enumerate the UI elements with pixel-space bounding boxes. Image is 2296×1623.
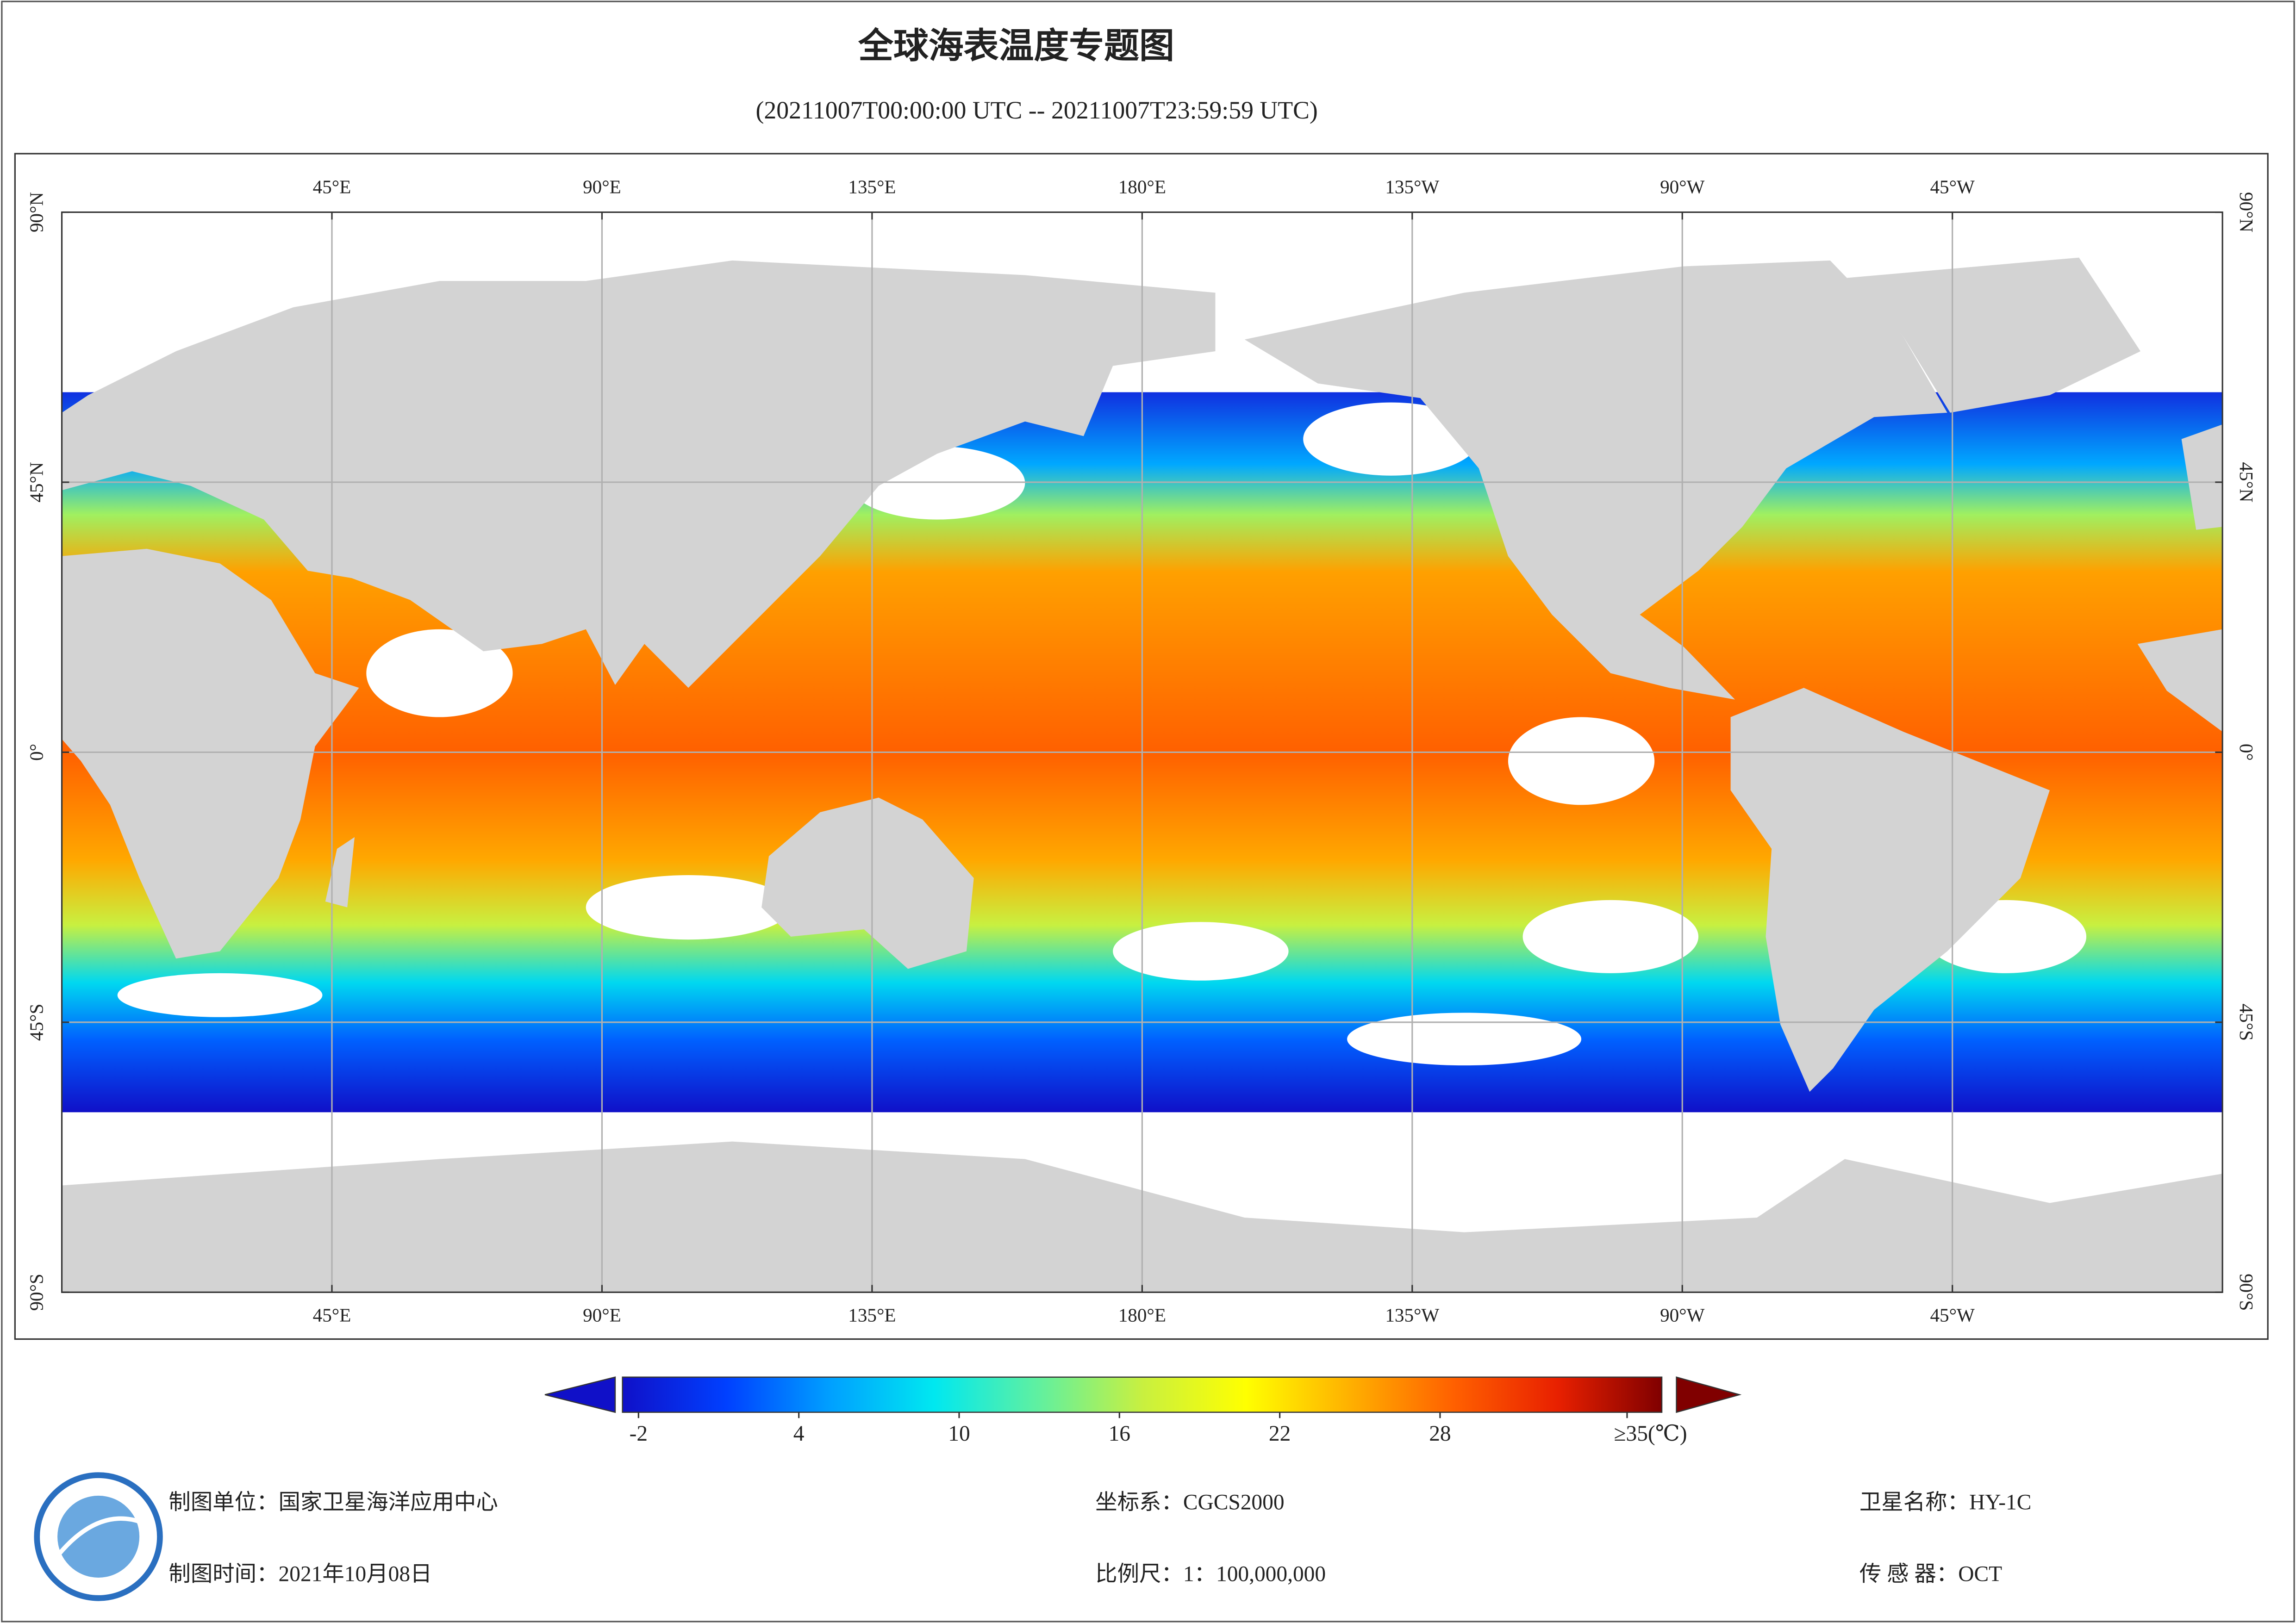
lon-label: 45°E xyxy=(313,1305,351,1326)
colorbar-arrow-high xyxy=(1676,1376,1742,1413)
colorbar-label: ≥35(℃) xyxy=(1614,1422,1687,1446)
title: 全球海表温度专题图 xyxy=(858,27,1174,66)
lon-label: 90°E xyxy=(583,1305,621,1326)
map-unit: 制图单位：国家卫星海洋应用中心 xyxy=(168,1491,498,1515)
lon-label: 45°W xyxy=(1930,1305,1975,1326)
colorbar xyxy=(622,1376,1663,1413)
logo xyxy=(34,1472,163,1601)
west-africa xyxy=(2137,629,2223,732)
map-scale: 比例尺：1：100,000,000 xyxy=(1095,1562,1326,1586)
lon-label: 180°E xyxy=(1118,1305,1166,1326)
lat-label: 90°N xyxy=(25,192,47,232)
lon-label: 135°W xyxy=(1385,1305,1439,1326)
africa xyxy=(62,548,359,959)
cloud xyxy=(1303,402,1479,476)
cloud xyxy=(1347,1013,1582,1066)
lat-label: 45°S xyxy=(25,1004,47,1041)
lon-label: 90°W xyxy=(1660,176,1705,197)
colorbar-label: 22 xyxy=(1269,1422,1291,1446)
eurasia xyxy=(62,260,1216,688)
lon-label: 180°E xyxy=(1118,176,1166,197)
lon-label: 90°E xyxy=(583,176,621,197)
map xyxy=(61,211,2223,1293)
lat-label: 90°S xyxy=(25,1274,47,1311)
colorbar-arrow-low xyxy=(544,1376,616,1413)
lon-label: 135°E xyxy=(848,176,896,197)
south-america xyxy=(1730,688,2050,1092)
greenland xyxy=(1845,257,2141,413)
madagascar xyxy=(325,837,355,908)
colorbar-label: 16 xyxy=(1109,1422,1130,1446)
lat-label: 0° xyxy=(25,744,47,761)
lat-label: 90°S xyxy=(2236,1274,2257,1311)
subtitle: (20211007T00:00:00 UTC -- 20211007T23:59… xyxy=(756,96,1318,124)
logo-orbit xyxy=(57,1516,142,1556)
colorbar-label: 4 xyxy=(793,1422,805,1446)
lon-label: 90°W xyxy=(1660,1305,1705,1326)
satellite-name: 卫星名称：HY-1C xyxy=(1859,1491,2031,1515)
lon-label: 135°E xyxy=(848,1305,896,1326)
map-date: 制图时间：2021年10月08日 xyxy=(168,1562,432,1586)
lat-label: 0° xyxy=(2236,744,2257,761)
lat-label: 45°S xyxy=(2236,1004,2257,1041)
cloud xyxy=(1113,922,1289,981)
coordinate-system: 坐标系：CGCS2000 xyxy=(1095,1491,1284,1515)
colorbar-label: 28 xyxy=(1429,1422,1451,1446)
cloud xyxy=(586,875,791,940)
lon-label: 45°E xyxy=(313,176,351,197)
cloud xyxy=(1508,717,1655,805)
lat-label: 90°N xyxy=(2236,192,2257,232)
west-europe xyxy=(2181,424,2223,530)
sensor-name: 传 感 器：OCT xyxy=(1859,1562,2002,1586)
colorbar-label: -2 xyxy=(630,1422,648,1446)
cloud xyxy=(366,629,513,717)
lon-label: 135°W xyxy=(1385,176,1439,197)
logo-globe xyxy=(57,1495,140,1578)
map-border xyxy=(14,153,2269,1340)
lon-label: 45°W xyxy=(1930,176,1975,197)
cloud xyxy=(1522,900,1699,973)
colorbar-label: 10 xyxy=(948,1422,970,1446)
australia xyxy=(761,797,974,969)
north-america xyxy=(1244,260,1947,700)
cloud-gaps xyxy=(117,402,2087,1066)
cloud xyxy=(117,973,323,1017)
lat-label: 45°N xyxy=(25,462,47,502)
lat-label: 45°N xyxy=(2236,462,2257,502)
